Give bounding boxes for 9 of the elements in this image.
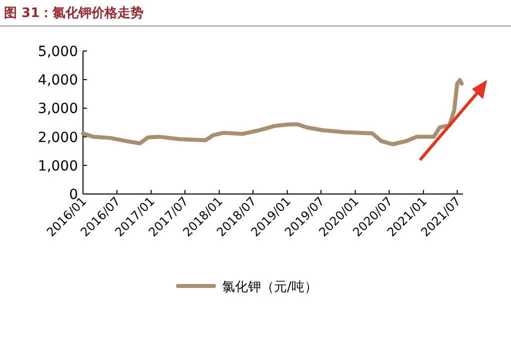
legend-label: 氯化钾（元/吨）	[222, 280, 318, 295]
y-tick-label: 5,000	[38, 44, 78, 60]
y-tick-label: 4,000	[38, 72, 78, 89]
y-tick-label: 1,000	[38, 158, 78, 174]
y-tick-label: 3,000	[38, 101, 78, 118]
y-tick-label: 2,000	[38, 130, 78, 146]
y-tick-label: 0	[69, 187, 78, 203]
title: 图 31：氯化钾价格走势	[4, 6, 144, 21]
legend: 氯化钾（元/吨）	[176, 280, 318, 295]
